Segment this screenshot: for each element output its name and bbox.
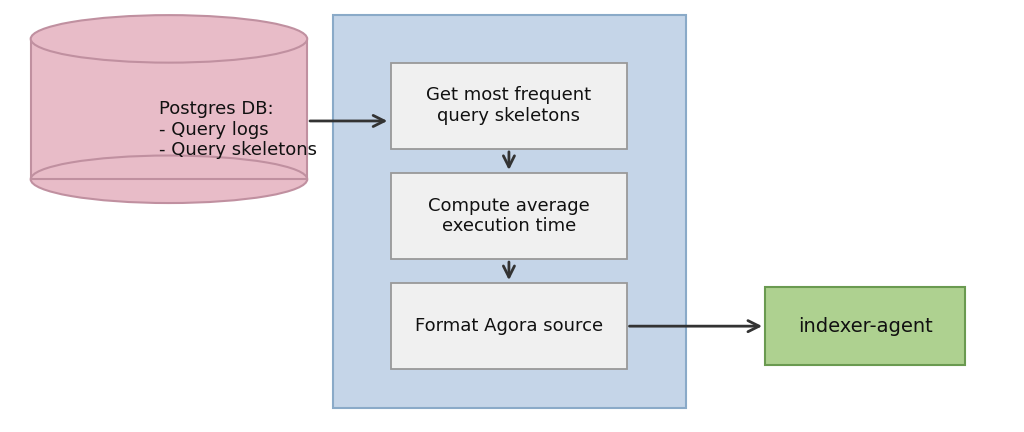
- FancyBboxPatch shape: [391, 63, 627, 149]
- FancyBboxPatch shape: [765, 287, 965, 365]
- Text: indexer-agent: indexer-agent: [798, 317, 933, 336]
- Ellipse shape: [31, 156, 307, 203]
- Text: Postgres DB:
- Query logs
- Query skeletons: Postgres DB: - Query logs - Query skelet…: [159, 100, 316, 159]
- Polygon shape: [31, 39, 307, 179]
- Text: Compute average
execution time: Compute average execution time: [428, 197, 590, 235]
- Text: Get most frequent
query skeletons: Get most frequent query skeletons: [426, 86, 592, 125]
- FancyBboxPatch shape: [333, 15, 686, 408]
- FancyBboxPatch shape: [391, 173, 627, 259]
- FancyBboxPatch shape: [391, 283, 627, 369]
- Text: Format Agora source: Format Agora source: [415, 317, 603, 335]
- Ellipse shape: [31, 15, 307, 63]
